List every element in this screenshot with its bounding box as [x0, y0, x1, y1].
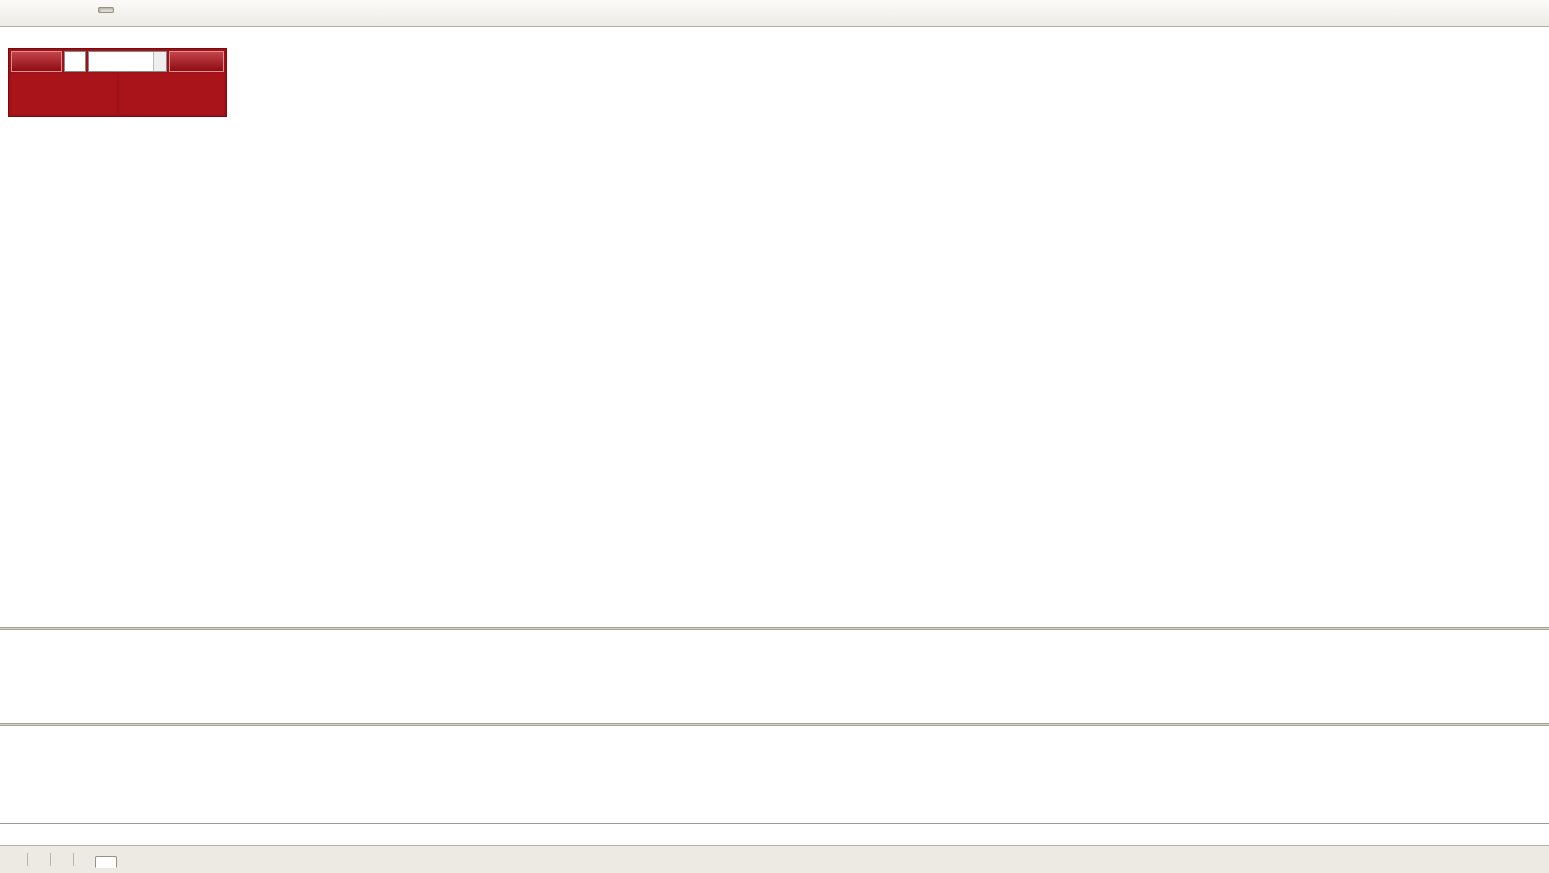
- macd-pane: [0, 630, 1549, 723]
- pane-splitter[interactable]: [0, 627, 1549, 630]
- buy-button[interactable]: [169, 51, 224, 72]
- price-chart-pane: [0, 28, 1549, 627]
- tab-separator: [50, 853, 51, 866]
- timeframe-button-w1[interactable]: [120, 7, 136, 13]
- tab-separator: [27, 853, 28, 866]
- tab-separator: [73, 853, 74, 866]
- macd-label: [8, 632, 13, 643]
- volume-dropdown-button[interactable]: [64, 51, 86, 72]
- timeframe-button-h4[interactable]: [75, 7, 91, 13]
- timeframe-toolbar: [0, 0, 1549, 27]
- volume-field-wrap: [88, 51, 167, 72]
- tab-usdcad-daily[interactable]: [52, 855, 72, 864]
- volume-input[interactable]: [89, 52, 166, 71]
- timeframe-button-m30[interactable]: [30, 7, 46, 13]
- timeframe-button-mn[interactable]: [143, 7, 159, 13]
- spin-up-icon[interactable]: [154, 52, 166, 62]
- tab-usdcnh-daily[interactable]: [95, 855, 117, 868]
- timeframe-button-h1[interactable]: [53, 7, 69, 13]
- tab-eurusd-daily[interactable]: [6, 855, 26, 864]
- rsi-chart[interactable]: [0, 726, 1549, 823]
- rsi-label: [8, 728, 13, 739]
- time-axis[interactable]: [0, 823, 1549, 845]
- ask-price-button[interactable]: [118, 74, 224, 114]
- macd-chart[interactable]: [0, 630, 1549, 723]
- price-chart[interactable]: [0, 28, 1549, 627]
- tab-usdchf-daily[interactable]: [29, 855, 49, 864]
- volume-stepper: [153, 52, 166, 71]
- timeframe-button-m15[interactable]: [8, 7, 24, 13]
- chart-ohlc-label: [8, 31, 15, 43]
- one-click-trading-panel: [8, 48, 227, 117]
- rsi-pane: [0, 726, 1549, 823]
- tab-audusd-h4[interactable]: [75, 855, 95, 864]
- chart-tab-bar: [0, 845, 1549, 873]
- sell-button[interactable]: [11, 51, 62, 72]
- pane-splitter[interactable]: [0, 723, 1549, 726]
- bid-price-button[interactable]: [11, 74, 117, 114]
- timeframe-button-d1[interactable]: [97, 7, 114, 13]
- spin-down-icon[interactable]: [154, 62, 166, 72]
